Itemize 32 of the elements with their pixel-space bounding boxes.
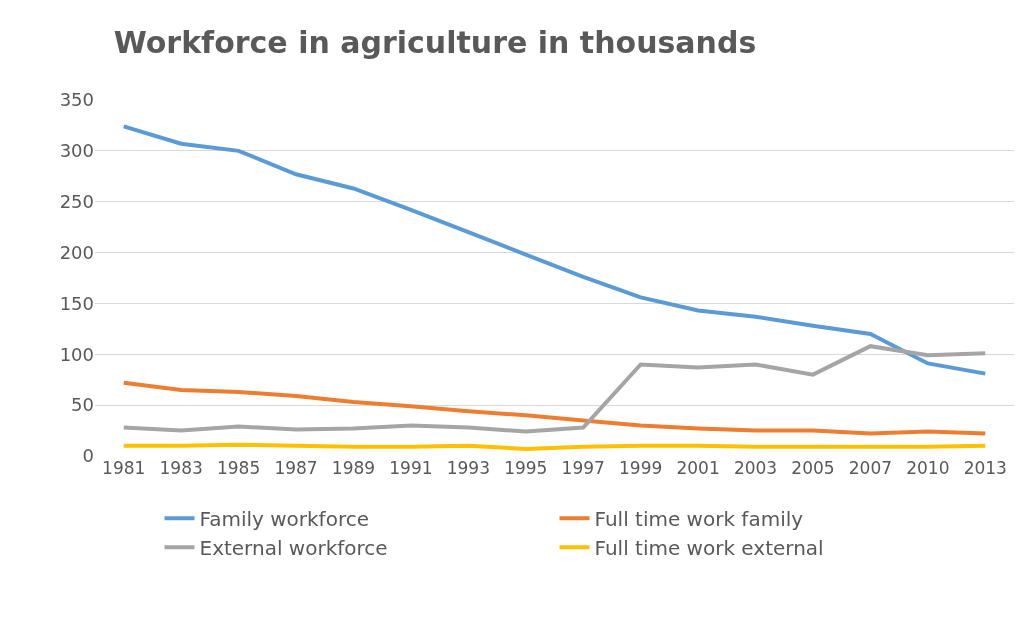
x-tick-label: 1991	[389, 458, 433, 478]
x-tick-label: 2001	[676, 458, 720, 478]
x-tick-label: 1989	[331, 458, 376, 478]
x-tick-label: 1995	[504, 458, 548, 478]
legend-label: Family workforce	[199, 507, 369, 532]
x-tick-label: 1993	[446, 458, 490, 478]
x-tick-label: 1981	[102, 458, 146, 478]
y-tick-label: 150	[59, 292, 94, 314]
line-series	[121, 344, 988, 434]
y-tick-label: 200	[59, 241, 94, 263]
legend-label: Full time work family	[594, 507, 804, 532]
line-series	[121, 380, 988, 436]
x-tick-label: 1983	[159, 458, 203, 478]
x-tick-label: 2007	[848, 458, 893, 478]
y-tick-label: 300	[59, 140, 94, 162]
x-tick-label: 1985	[216, 458, 261, 478]
x-tick-label: 2003	[733, 458, 778, 478]
x-tick-label: 1997	[561, 458, 605, 478]
y-tick-label: 350	[59, 89, 94, 111]
x-tick-label: 1999	[619, 458, 663, 478]
y-tick-label: 100	[59, 343, 94, 365]
x-tick-label: 1987	[274, 458, 318, 478]
x-tick-label: 2010	[906, 458, 950, 478]
chart-title: Workforce in agriculture in thousands	[113, 24, 757, 60]
y-tick-label: 50	[71, 394, 94, 416]
legend-label: Full time work external	[594, 536, 824, 561]
y-tick-label: 0	[82, 445, 94, 467]
x-tick-label: 2005	[791, 458, 835, 478]
line-series	[121, 124, 988, 376]
y-tick-label: 250	[59, 191, 94, 213]
x-tick-label: 2013	[963, 458, 1007, 478]
legend-label: External workforce	[199, 536, 388, 561]
